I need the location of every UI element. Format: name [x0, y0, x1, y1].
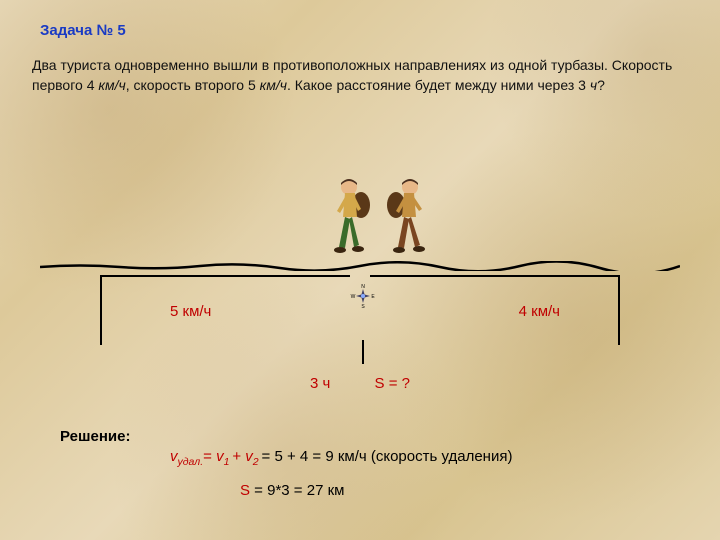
solution-line-1: vудал.= v1 + v2 = 5 + 4 = 9 км/ч (скорос…: [170, 448, 512, 468]
center-tick: [362, 340, 364, 364]
solution-line-2: S = 9*3 = 27 км: [240, 482, 344, 499]
compass-icon: N S W E: [350, 283, 376, 309]
svg-text:S: S: [361, 304, 365, 309]
distance-label: S = ?: [375, 375, 410, 392]
svg-text:E: E: [371, 294, 375, 300]
problem-title: Задача № 5: [40, 22, 126, 39]
diagram: 5 км/ч 4 км/ч N S W E 3 ч S = ?: [40, 175, 680, 375]
speed-left-label: 5 км/ч: [170, 303, 211, 320]
svg-text:W: W: [351, 294, 356, 300]
speed-right-label: 4 км/ч: [519, 303, 560, 320]
time-label: 3 ч: [310, 375, 330, 392]
hiker-right: [380, 175, 432, 260]
solution-title: Решение:: [60, 428, 130, 445]
bracket-left: 5 км/ч: [100, 275, 350, 345]
bracket-right: 4 км/ч: [370, 275, 620, 345]
problem-text: Два туриста одновременно вышли в противо…: [32, 55, 688, 96]
svg-text:N: N: [361, 284, 365, 290]
hiker-left: [325, 175, 377, 260]
ground-line: [40, 261, 680, 271]
mid-labels: 3 ч S = ?: [40, 375, 680, 392]
